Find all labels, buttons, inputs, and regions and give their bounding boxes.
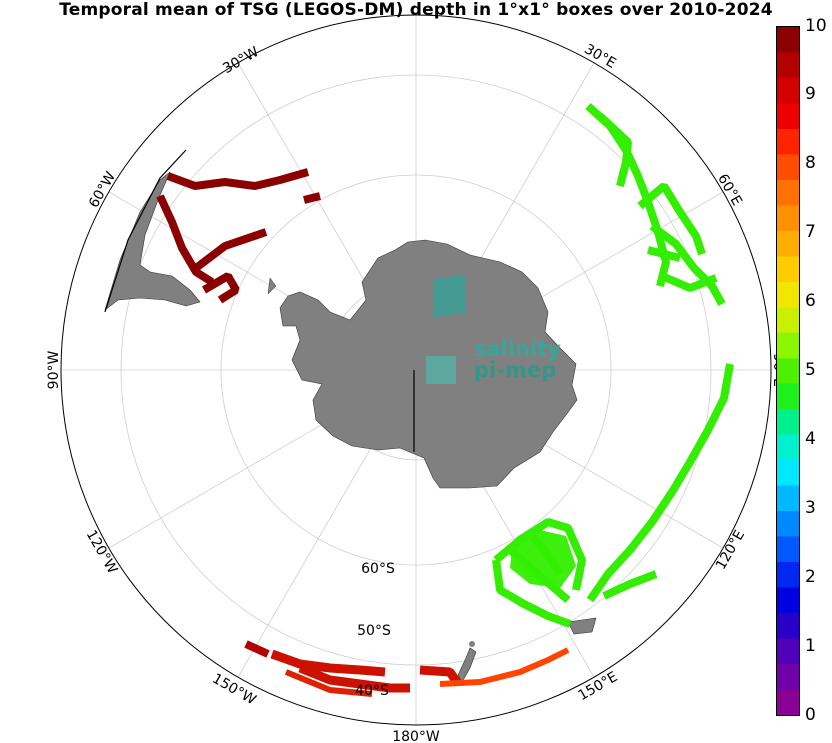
tasmania	[567, 617, 597, 635]
colorbar-tick: 5	[805, 360, 816, 380]
map-boundary	[60, 14, 772, 726]
south-pacific-fill	[510, 530, 576, 588]
colorbar-tick: 4	[805, 429, 816, 449]
colorbar-tick: 9	[805, 84, 816, 104]
lon-label: 120°E	[713, 528, 748, 573]
lat-label: 60°S	[361, 561, 395, 577]
lon-label: 60°E	[714, 171, 745, 208]
lat-label: 50°S	[357, 623, 391, 639]
colorbar	[776, 26, 800, 716]
nz-islet	[469, 641, 475, 647]
indian-ocean-track	[585, 103, 726, 306]
lon-label: 30°E	[581, 41, 618, 72]
lon-label: 150°W	[209, 671, 258, 709]
chart-title: Temporal mean of TSG (LEGOS-DM) depth in…	[59, 0, 773, 20]
new-zealand-track	[244, 640, 570, 697]
colorbar-tick: 3	[805, 498, 816, 518]
lon-label: 60°W	[86, 169, 119, 211]
lat-label: 40°S	[355, 683, 389, 699]
islet	[267, 277, 277, 295]
colorbar-tick: 0	[805, 705, 816, 725]
latitude-labels: 60°S 50°S 40°S	[355, 561, 395, 699]
colorbar-tick: 6	[805, 291, 816, 311]
logo-line2: pi-mep	[474, 358, 556, 382]
salinity-pi-mep-logo: salinity pi-mep	[426, 274, 561, 384]
colorbar-tick: 1	[805, 636, 816, 656]
lon-label: 180°W	[392, 729, 440, 743]
new-zealand	[457, 647, 477, 683]
drake-passage-track	[156, 168, 321, 304]
lon-label: 30°W	[220, 44, 262, 77]
colorbar-tick: 10	[805, 16, 827, 36]
logo-line1: salinity	[474, 337, 561, 361]
colorbar-tick: 7	[805, 222, 816, 242]
colorbar-tick: 8	[805, 153, 816, 173]
lon-label: 90°W	[46, 351, 62, 390]
south-america-tip	[104, 149, 201, 313]
colorbar-tick: 2	[805, 567, 816, 587]
lon-label: 120°W	[83, 527, 121, 576]
